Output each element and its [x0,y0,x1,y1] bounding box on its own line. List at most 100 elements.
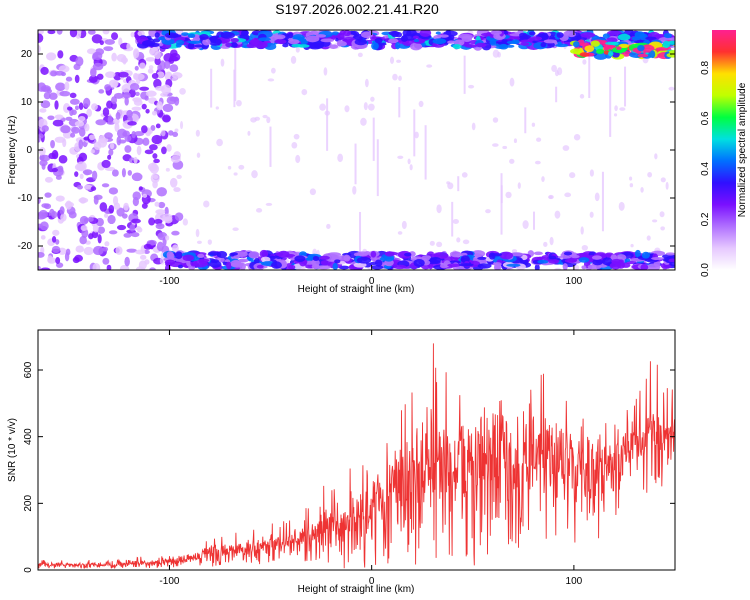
spectrogram-cell [517,182,521,189]
snr-x-tick-label: 100 [566,576,583,587]
spectrogram-band-cell [663,33,672,39]
spectrogram-cell [38,265,41,270]
spectrogram-cell [139,254,147,260]
spectrogram-band-cell [429,256,442,264]
spectrogram-cell [56,30,63,35]
spectrogram-cell [363,102,368,111]
spectrogram-band-cell [328,44,339,49]
spectrogram-band-cell [164,259,176,265]
spectrogram-cell [111,32,119,40]
spectrogram-band-cell [202,38,211,46]
snr-x-tick-label: -100 [159,576,179,587]
spectrogram-cell [492,117,499,123]
spectrogram-cell [589,169,594,177]
spectrogram-band-cell [581,265,587,270]
spectrogram-cell [139,86,150,91]
spectrogram-band-cell [475,42,487,48]
spectrogram-band-cell [452,43,462,50]
spectrogram-y-tick-label: 0 [26,145,32,156]
spectrogram-cell [152,153,158,159]
spectrogram-cell [171,77,178,82]
spectrogram-cell [130,232,140,238]
spectrogram-band-cell [260,256,271,262]
spectrogram-band-cell [578,42,590,47]
spectrogram-band-cell [175,251,183,260]
spectrogram-band-cell [646,263,661,270]
spectrogram-cell [40,100,51,109]
spectrogram-cell [130,32,135,38]
spectrogram-band-cell [238,258,249,263]
spectrogram-cell [132,191,141,201]
spectrogram-cell [38,251,45,258]
spectrogram-x-label: Height of straight line (km) [298,284,415,295]
spectrogram-cell [156,187,168,197]
spectrogram-cell [65,76,73,82]
spectrogram-x-tick-label: 100 [566,276,583,287]
spectrogram-cell [52,119,64,127]
spectrogram-cell [136,145,142,156]
spectrogram-band-cell [533,251,543,256]
spectrogram-cell [154,218,163,225]
spectrogram-band-cell [220,31,235,39]
spectrogram-cell [195,129,200,137]
spectrogram-cell [398,87,401,118]
spectrogram-band-cell [216,250,228,259]
spectrogram-cell [78,127,86,137]
spectrogram-band-cell [493,262,502,267]
spectrogram-cell [55,256,61,265]
spectrogram-band-cell [668,50,675,54]
spectrogram-cell [163,60,171,69]
spectrogram-cell [41,125,49,132]
spectrogram-cell [44,192,52,198]
spectrogram-cell [522,220,529,229]
spectrogram-cell [54,100,59,110]
spectrogram-cell [123,202,129,211]
spectrogram-band-cell [520,42,530,46]
spectrogram-y-tick-label: 20 [21,49,33,60]
spectrogram-cell [102,107,110,117]
colorbar-tick-label: 0.2 [700,212,711,226]
spectrogram-band-cell [388,38,399,44]
spectrogram-band-cell [336,41,347,47]
spectrogram-cell [74,105,79,111]
spectrogram-cell [630,243,634,248]
spectrogram-band-cell [166,251,174,259]
spectrogram-cell [113,92,124,99]
spectrogram-band-cell [342,36,356,43]
spectrogram-cell [509,77,515,87]
spectrogram-band-cell [400,35,408,42]
spectrogram-cell [601,171,604,232]
spectrogram-band-cell [421,255,432,261]
spectrogram-cell [141,203,148,209]
spectrogram-cell [91,34,103,44]
spectrogram-cell [456,237,461,243]
spectrogram-band-cell [197,253,205,258]
spectrogram-cell [148,144,158,151]
spectrogram-cell [102,257,110,265]
spectrogram-band-cell [637,53,649,58]
colorbar-label: Normalized spectral amplitude [737,82,748,217]
spectrogram-cell [497,51,501,58]
snr-y-tick-label: 200 [23,495,34,512]
spectrogram-band-cell [592,258,603,266]
spectrogram-cell [157,233,164,238]
spectrogram-cell [83,97,91,108]
spectrogram-band-cell [209,260,222,268]
spectrogram-band-cell [587,264,602,270]
spectrogram-cell [54,70,65,76]
spectrogram-cell [161,146,167,155]
spectrogram-cell [124,145,132,153]
spectrogram-cell [121,83,132,94]
spectrogram-band-cell [640,263,649,270]
spectrogram-cell [82,169,93,176]
chart-title: S197.2026.002.21.41.R20 [275,1,439,17]
spectrogram-cell [238,164,245,170]
spectrogram-cell [155,223,165,230]
spectrogram-cell [103,46,114,52]
spectrogram-cell [147,68,154,74]
spectrogram-band-cell [548,255,557,260]
spectrogram-cell [74,254,83,262]
spectrogram-cell [169,177,178,188]
spectrogram-cell [102,30,110,35]
